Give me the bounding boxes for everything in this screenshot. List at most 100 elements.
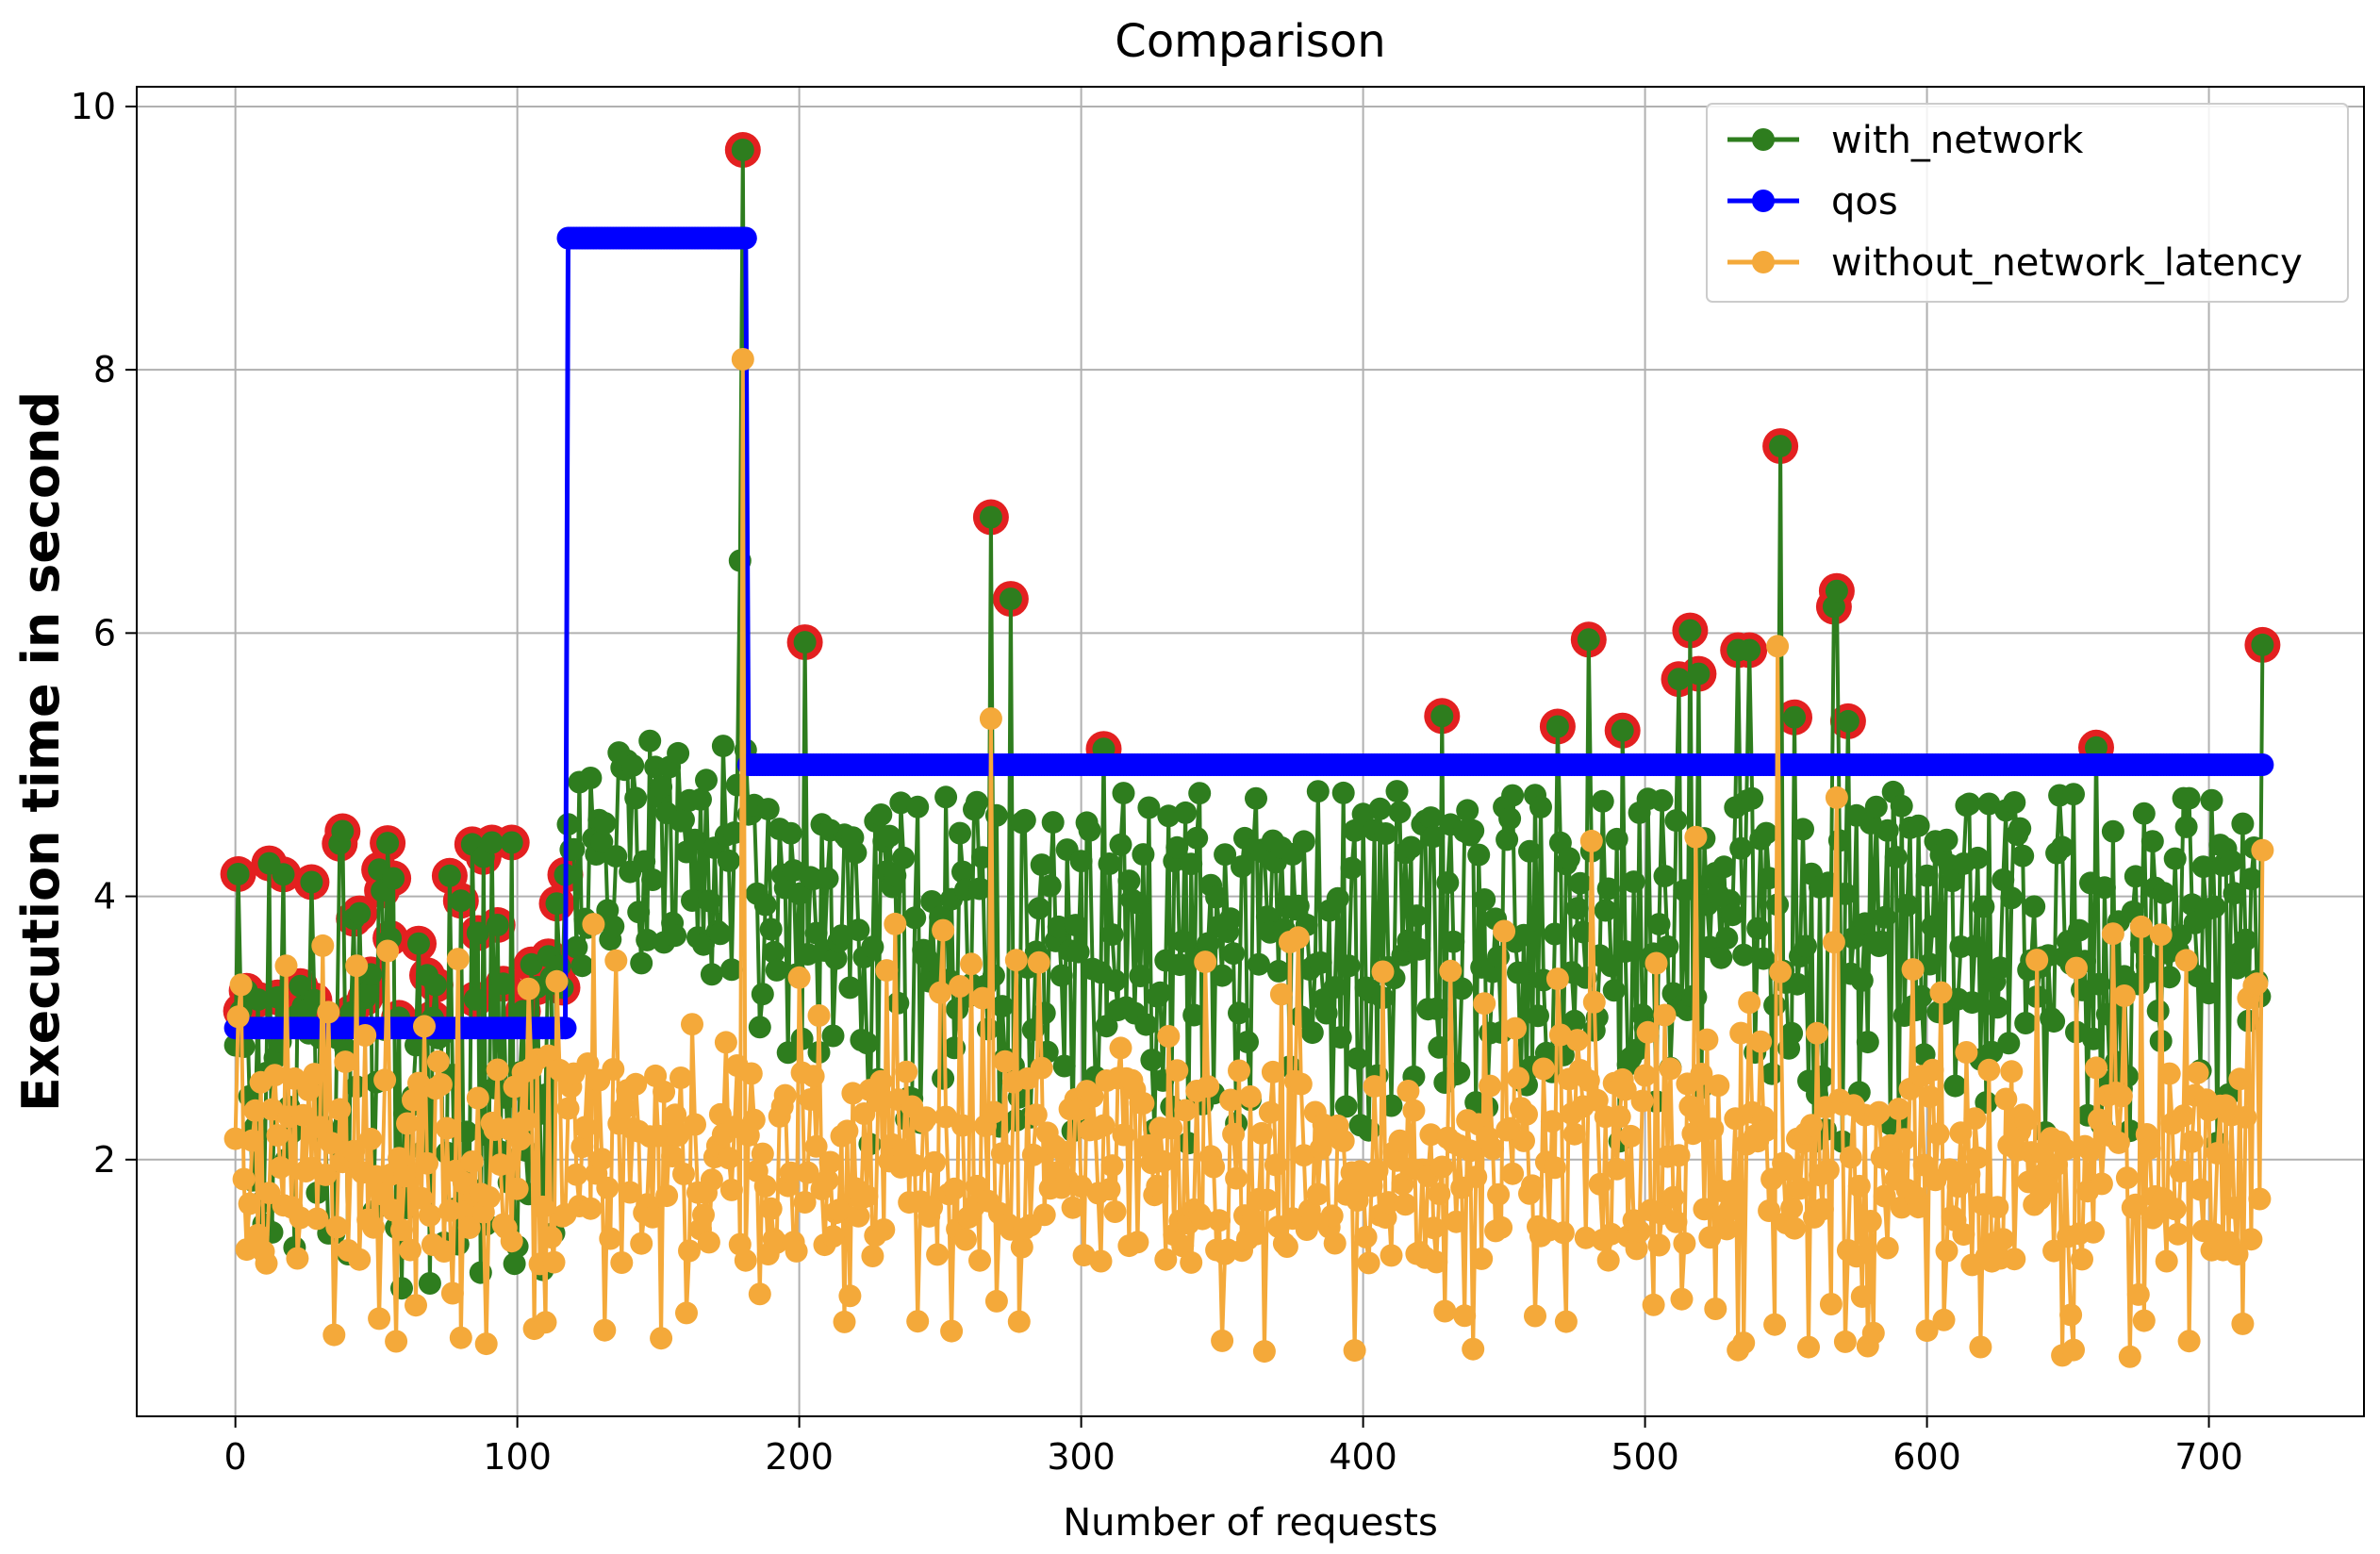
point-without-network-latency bbox=[1667, 1144, 1691, 1167]
point-without-network-latency bbox=[1992, 1228, 2015, 1251]
point-with-network bbox=[382, 867, 405, 890]
point-with-network bbox=[1245, 786, 1267, 810]
point-with-network bbox=[1498, 807, 1522, 831]
point-without-network-latency bbox=[719, 1178, 743, 1201]
point-with-network bbox=[590, 830, 614, 853]
point-with-network bbox=[2101, 819, 2124, 843]
point-without-network-latency bbox=[1146, 1174, 1169, 1198]
point-with-network bbox=[847, 918, 870, 942]
point-without-network-latency bbox=[579, 1197, 603, 1220]
point-without-network-latency bbox=[1653, 1003, 1677, 1027]
point-without-network-latency bbox=[1994, 1087, 2018, 1111]
point-without-network-latency bbox=[2115, 1166, 2139, 1190]
point-without-network-latency bbox=[1819, 1293, 1843, 1315]
point-with-network bbox=[1231, 855, 1253, 878]
point-with-network bbox=[1436, 871, 1460, 894]
point-with-network bbox=[641, 868, 665, 891]
point-without-network-latency bbox=[1371, 960, 1395, 984]
point-with-network bbox=[1741, 786, 1764, 810]
point-without-network-latency bbox=[1859, 1210, 1882, 1232]
point-without-network-latency bbox=[531, 1195, 554, 1218]
point-with-network bbox=[1467, 843, 1491, 867]
point-without-network-latency bbox=[1664, 1210, 1688, 1233]
point-without-network-latency bbox=[1194, 951, 1217, 974]
point-with-network bbox=[1430, 704, 1454, 728]
point-without-network-latency bbox=[785, 1239, 808, 1263]
point-with-network bbox=[1870, 930, 1893, 953]
point-with-network bbox=[1292, 830, 1315, 853]
point-with-network bbox=[1422, 825, 1446, 849]
point-without-network-latency bbox=[867, 1089, 890, 1113]
point-without-network-latency bbox=[240, 1129, 264, 1152]
point-with-network bbox=[1501, 784, 1525, 807]
point-with-network bbox=[1596, 877, 1620, 901]
point-without-network-latency bbox=[1388, 1129, 1412, 1152]
point-without-network-latency bbox=[1642, 1293, 1665, 1316]
point-without-network-latency bbox=[1881, 1149, 1905, 1173]
point-with-network bbox=[1732, 943, 1756, 967]
point-without-network-latency bbox=[238, 1192, 261, 1215]
point-without-network-latency bbox=[1932, 1308, 1956, 1331]
point-without-network-latency bbox=[1574, 1226, 1597, 1249]
point-without-network-latency bbox=[968, 1248, 991, 1272]
point-with-network bbox=[650, 775, 673, 799]
point-without-network-latency bbox=[505, 1177, 529, 1200]
point-with-network bbox=[1098, 852, 1121, 875]
point-with-network bbox=[1157, 804, 1181, 828]
point-without-network-latency bbox=[1867, 1100, 1891, 1124]
point-with-network bbox=[1069, 850, 1093, 873]
point-without-network-latency bbox=[818, 1150, 842, 1174]
point-with-network bbox=[664, 924, 687, 948]
point-with-network bbox=[638, 729, 662, 752]
point-without-network-latency bbox=[1197, 1075, 1220, 1099]
point-without-network-latency bbox=[2228, 1067, 2252, 1091]
point-with-network bbox=[1507, 961, 1529, 984]
point-with-network bbox=[1064, 914, 1087, 937]
point-with-network bbox=[1450, 977, 1474, 1000]
point-without-network-latency bbox=[2180, 1130, 2204, 1153]
point-with-network bbox=[681, 889, 703, 912]
point-without-network-latency bbox=[1732, 1331, 1756, 1355]
point-with-network bbox=[1205, 885, 1229, 909]
point-without-network-latency bbox=[1952, 1223, 1975, 1247]
point-with-network bbox=[1374, 822, 1397, 845]
point-without-network-latency bbox=[1258, 1100, 1281, 1124]
point-with-network bbox=[1656, 934, 1679, 958]
point-with-network bbox=[1228, 1001, 1250, 1025]
point-without-network-latency bbox=[1588, 1172, 1611, 1196]
point-with-network bbox=[1909, 984, 1933, 1008]
point-without-network-latency bbox=[2189, 1178, 2212, 1201]
point-without-network-latency bbox=[1191, 1207, 1215, 1231]
point-without-network-latency bbox=[1402, 1099, 1426, 1122]
point-with-network bbox=[2085, 736, 2107, 759]
point-without-network-latency bbox=[1695, 1028, 1719, 1051]
point-without-network-latency bbox=[1245, 1222, 1267, 1246]
point-without-network-latency bbox=[951, 1114, 974, 1137]
point-with-network bbox=[604, 845, 628, 868]
point-without-network-latency bbox=[1540, 1110, 1563, 1133]
x-tick-label: 600 bbox=[1892, 1436, 1961, 1478]
point-without-network-latency bbox=[903, 1153, 927, 1177]
point-without-network-latency bbox=[399, 1238, 421, 1262]
point-with-network bbox=[2082, 1027, 2105, 1050]
point-with-network bbox=[356, 981, 380, 1004]
point-without-network-latency bbox=[1481, 1137, 1505, 1161]
point-with-network bbox=[1103, 969, 1127, 992]
point-without-network-latency bbox=[1704, 1298, 1727, 1320]
point-with-network bbox=[1647, 913, 1671, 936]
point-without-network-latency bbox=[1661, 1185, 1685, 1209]
point-with-network bbox=[418, 1272, 441, 1295]
point-without-network-latency bbox=[1562, 1122, 1586, 1146]
point-with-network bbox=[731, 139, 754, 161]
point-with-network bbox=[579, 767, 603, 789]
point-with-network bbox=[906, 795, 930, 818]
x-tick-label: 200 bbox=[765, 1436, 834, 1478]
point-with-network bbox=[932, 1066, 955, 1090]
point-with-network bbox=[1197, 932, 1220, 955]
point-without-network-latency bbox=[1010, 1235, 1033, 1259]
point-without-network-latency bbox=[306, 1207, 329, 1231]
point-with-network bbox=[1185, 826, 1209, 850]
point-without-network-latency bbox=[884, 912, 907, 935]
point-without-network-latency bbox=[1636, 1020, 1660, 1044]
point-without-network-latency bbox=[1112, 1123, 1135, 1147]
